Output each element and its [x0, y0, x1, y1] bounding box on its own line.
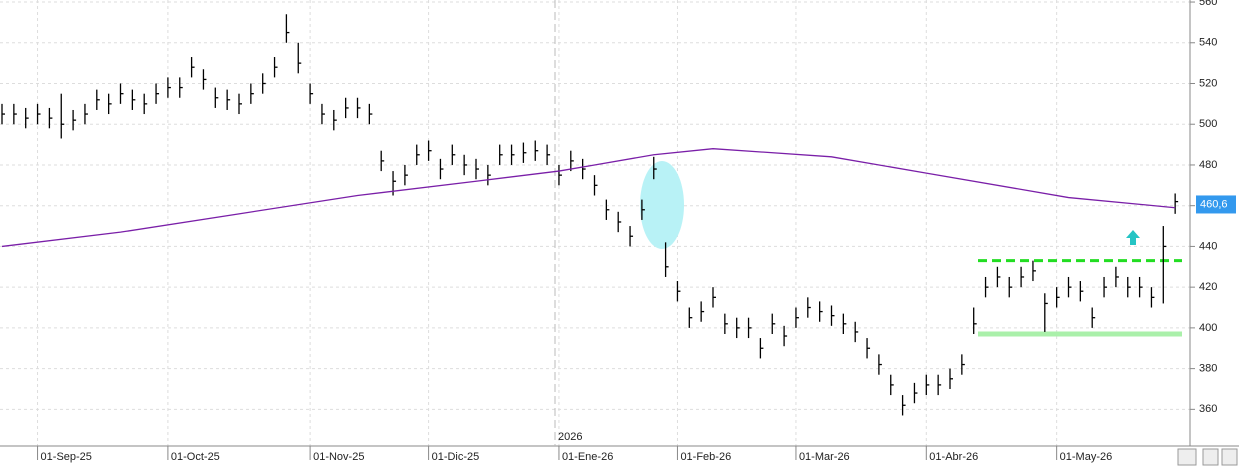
y-tick-label: 360 — [1199, 403, 1217, 415]
up-arrow — [1126, 230, 1140, 245]
moving-average-line — [1, 148, 1176, 248]
x-tick-label: 01-Abr-26 — [929, 451, 978, 463]
x-tick-label: 01-Nov-25 — [313, 451, 364, 463]
x-tick-label: 01-Sep-25 — [41, 451, 92, 463]
y-tick-label: 500 — [1199, 118, 1217, 130]
x-tick-label: 01-Ene-26 — [562, 451, 613, 463]
y-tick-label: 420 — [1199, 281, 1217, 293]
y-tick-label: 480 — [1199, 159, 1217, 171]
last-price-label: 460,6 — [1200, 198, 1228, 210]
y-tick-label: 540 — [1199, 37, 1217, 49]
x-tick-label: 01-May-26 — [1060, 451, 1113, 463]
x-tick-label: 01-Dic-25 — [432, 451, 480, 463]
y-tick-label: 380 — [1199, 363, 1217, 375]
x-tick-label: 01-Mar-26 — [799, 451, 850, 463]
y-tick-label: 520 — [1199, 77, 1217, 89]
y-tick-label: 440 — [1199, 240, 1217, 252]
save-button[interactable] — [1202, 448, 1219, 466]
x-tick-label: 01-Oct-25 — [171, 451, 220, 463]
x-tick-label: 01-Feb-26 — [680, 451, 731, 463]
y-tick-label: 400 — [1199, 322, 1217, 334]
last-price-box — [1196, 195, 1236, 214]
settings-button[interactable] — [1221, 448, 1238, 466]
y-tick-label: 560 — [1199, 0, 1217, 8]
highlight-ellipse — [640, 161, 684, 249]
scale-button[interactable] — [1177, 448, 1197, 466]
year-label: 2026 — [558, 431, 582, 443]
